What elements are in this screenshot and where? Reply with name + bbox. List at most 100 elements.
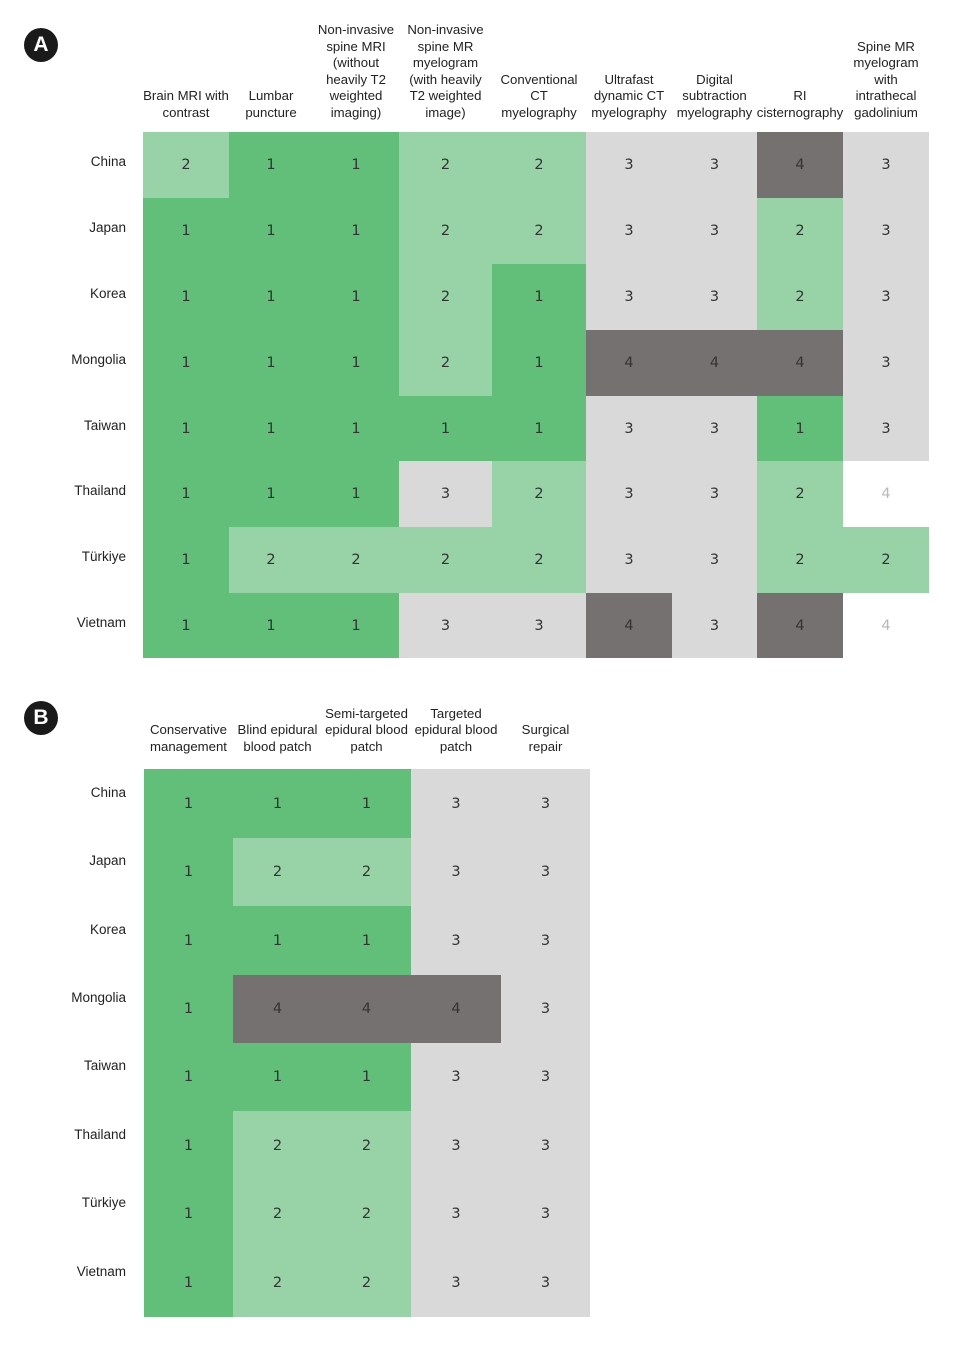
column-header-line: management	[150, 738, 227, 754]
heatmap-cell: 1	[313, 264, 399, 330]
heatmap-cell: 2	[399, 527, 492, 593]
column-header-line: imaging)	[330, 104, 382, 120]
column-header-line: myelography	[501, 104, 577, 120]
column-header-line: patch	[439, 738, 473, 754]
column-header-line: (with heavily	[409, 71, 482, 87]
heatmap-cell: 3	[411, 1111, 501, 1180]
row-label: Taiwan	[83, 417, 126, 433]
column-header-line: heavily T2	[326, 71, 386, 87]
heatmap-cell: 4	[322, 975, 411, 1043]
column-header-line: intrathecal	[855, 88, 917, 103]
column-header-line: epidural blood	[414, 722, 498, 737]
heatmap-cell: 1	[143, 527, 229, 593]
column-header-line: spine MRI	[326, 38, 386, 54]
heatmap-cell: 1	[313, 198, 399, 264]
column-header: Targeted epidural blood patch	[406, 645, 506, 755]
heatmap-cell: 3	[672, 132, 757, 198]
heatmap-cell: 2	[233, 1248, 322, 1317]
heatmap-cell: 1	[144, 1043, 233, 1111]
heatmap-cell: 3	[586, 264, 672, 330]
heatmap-cell: 3	[492, 593, 586, 658]
row-label: Thailand	[74, 1126, 126, 1142]
heatmap-cell: 1	[144, 769, 233, 838]
column-header: Spine MR myelogram with intrathecal gadolini…	[836, 11, 936, 121]
row-label: Thailand	[74, 483, 126, 498]
heatmap-cell: 1	[144, 838, 233, 906]
heatmap-cell: 4	[843, 593, 929, 658]
column-header-line: Conservative	[150, 722, 227, 737]
column-header-line: subtraction	[682, 88, 747, 103]
heatmap-cell: 2	[757, 461, 843, 527]
heatmap-cell: 4	[586, 330, 672, 396]
row-label: Korea	[89, 921, 126, 937]
heatmap-cell: 3	[501, 838, 590, 906]
column-header-line: myelogram	[412, 55, 479, 70]
column-header: Semi-targeted epidural blood patch	[317, 645, 417, 755]
heatmap-cell: 2	[322, 1180, 411, 1248]
heatmap-cell: 1	[229, 330, 313, 396]
heatmap-cell: 3	[843, 396, 929, 461]
heatmap-cell: 3	[843, 330, 929, 396]
heatmap-cell: 2	[492, 461, 586, 527]
heatmap-cell: 1	[492, 330, 586, 396]
heatmap-cell: 3	[411, 769, 501, 838]
heatmap-cell: 2	[233, 1180, 322, 1248]
column-header-line: Semi-targeted	[325, 705, 408, 721]
heatmap-cell: 1	[144, 1180, 233, 1248]
heatmap-cell: 2	[757, 198, 843, 264]
heatmap-cell: 4	[586, 593, 672, 658]
heatmap-cell: 3	[586, 198, 672, 264]
heatmap-cell: 3	[411, 906, 501, 975]
heatmap-cell: 2	[492, 132, 586, 198]
column-header-line: Ultrafast	[604, 71, 654, 87]
column-header-line: myelography	[676, 104, 753, 120]
heatmap-cell: 3	[672, 198, 757, 264]
heatmap-cell: 3	[501, 975, 590, 1043]
heatmap-cell: 3	[586, 396, 672, 461]
heatmap-cell: 1	[313, 132, 399, 198]
heatmap-cell: 1	[322, 906, 411, 975]
heatmap-cell: 1	[313, 330, 399, 396]
heatmap-cell: 2	[313, 527, 399, 593]
heatmap-cell: 1	[229, 198, 313, 264]
row-label: Vietnam	[76, 1263, 126, 1279]
row-label: Vietnam	[76, 614, 126, 630]
column-header: Ultrafast dynamic CT myelography	[579, 11, 679, 121]
heatmap-cell: 3	[586, 527, 672, 593]
heatmap-cell: 3	[411, 1180, 501, 1248]
column-header: Brain MRI with contrast	[136, 11, 236, 121]
column-header: Conservative management	[139, 645, 239, 755]
heatmap-cell: 4	[411, 975, 501, 1043]
heatmap-cell: 2	[322, 1248, 411, 1317]
row-label: Mongolia	[71, 990, 126, 1005]
column-header-line: epidural blood	[325, 722, 408, 737]
heatmap-cell: 2	[399, 264, 492, 330]
column-header-line: RI	[793, 88, 807, 103]
column-header-line: Surgical	[521, 722, 570, 737]
heatmap-cell: 3	[843, 132, 929, 198]
column-header-line: Spine MR	[857, 38, 915, 54]
heatmap-cell: 1	[229, 461, 313, 527]
row-label: Korea	[89, 286, 126, 301]
column-header: Non-invasive spine MR myelogram (with heavi…	[396, 11, 496, 121]
column-header-line: T2 weighted	[409, 88, 482, 103]
column-header-line: repair	[528, 738, 563, 754]
column-header-line: patch	[350, 738, 383, 754]
heatmap-cell: 3	[411, 1043, 501, 1111]
heatmap-cell: 1	[143, 593, 229, 658]
heatmap-cell: 2	[757, 527, 843, 593]
heatmap-cell: 1	[233, 1043, 322, 1111]
column-header-line: Lumbar	[248, 88, 294, 103]
heatmap-cell: 4	[757, 330, 843, 396]
column-header: Conventional CT myelography	[489, 11, 589, 121]
heatmap-cell: 1	[229, 396, 313, 461]
heatmap-cell: 2	[229, 527, 313, 593]
column-header-line: myelogram	[853, 55, 919, 70]
row-label: Japan	[89, 220, 126, 235]
row-label: Japan	[89, 853, 126, 868]
heatmap-cell: 4	[843, 461, 929, 527]
column-header-line: Targeted	[430, 705, 482, 721]
heatmap-cell: 3	[843, 198, 929, 264]
heatmap-cell: 1	[492, 396, 586, 461]
column-header-line: contrast	[162, 104, 210, 120]
